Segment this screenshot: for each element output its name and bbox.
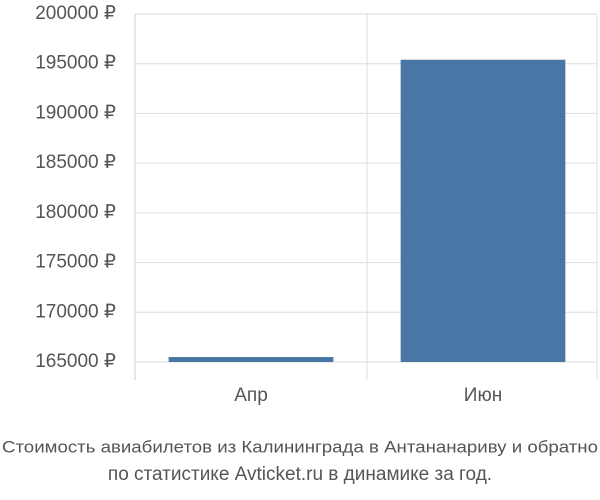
y-tick-label: 190000 ₽ [35,102,116,123]
y-tick-label: 170000 ₽ [35,301,116,322]
bar [168,357,334,362]
x-tick-label: Июн [464,385,502,406]
y-tick-label: 180000 ₽ [35,202,116,223]
y-tick-label: 195000 ₽ [35,53,116,74]
chart-subtitle: по статистике Avticket.ru в динамике за … [108,464,492,485]
bar [400,59,566,362]
chart-title: Стоимость авиабилетов из Калининграда в … [2,437,598,456]
y-tick-label: 165000 ₽ [35,351,116,372]
x-tick-label: Апр [234,385,268,406]
y-tick-label: 175000 ₽ [35,252,116,273]
y-tick-label: 200000 ₽ [35,3,116,24]
y-tick-label: 185000 ₽ [35,152,116,173]
